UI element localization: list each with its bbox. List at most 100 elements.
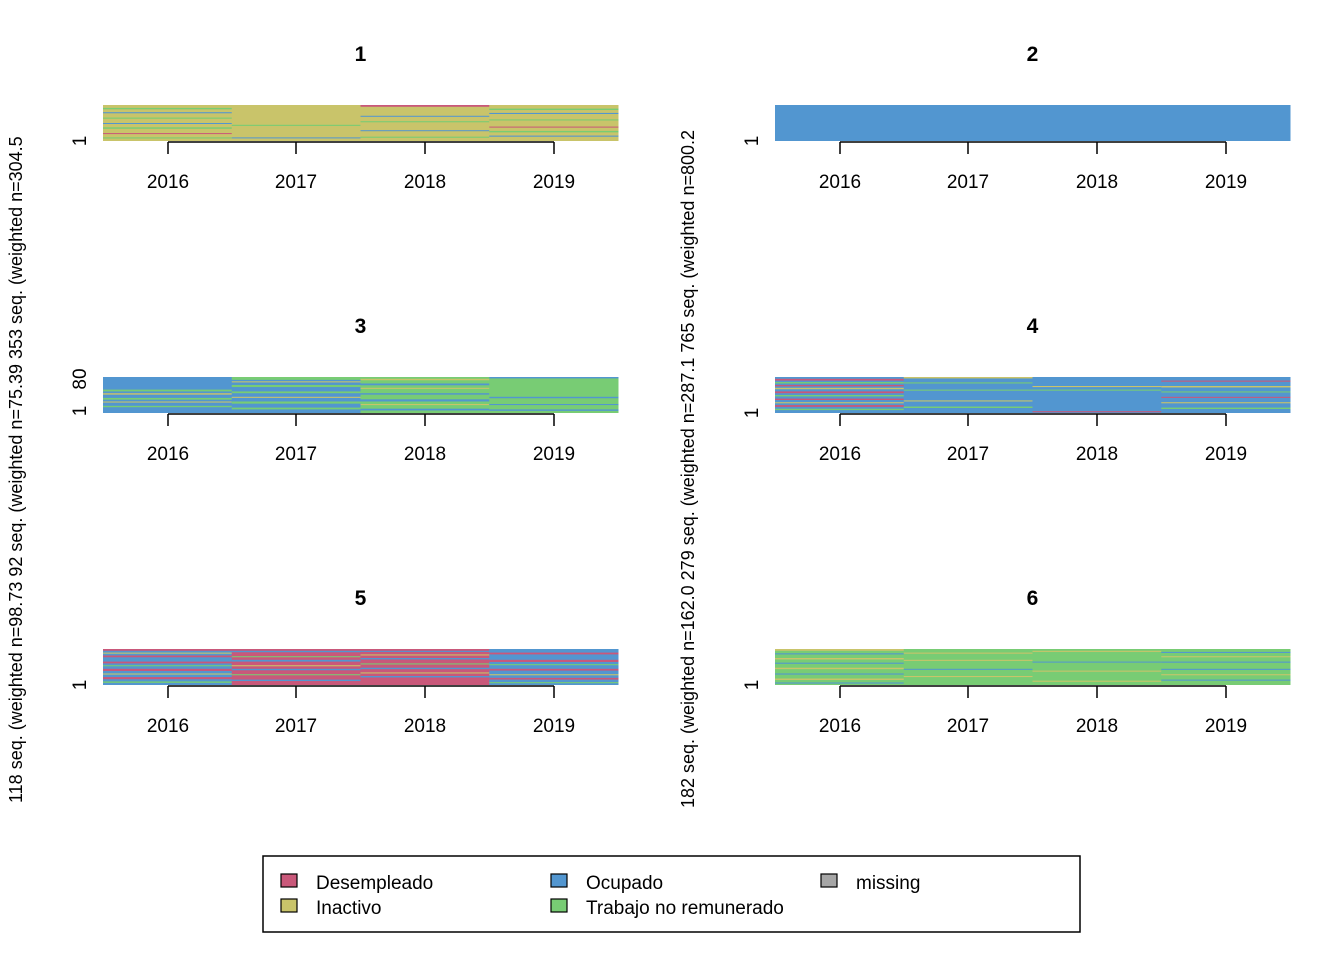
sequence-stripe [231, 656, 361, 658]
x-tick-label: 2018 [404, 172, 446, 193]
panel-title: 5 [355, 587, 367, 610]
sequence-column-2019 [489, 105, 619, 141]
sequence-stripe [489, 668, 619, 671]
sequence-stripe [903, 377, 1033, 379]
sequence-stripe [489, 664, 619, 666]
x-tick-label: 2017 [275, 716, 317, 737]
sequence-stripe [1032, 389, 1162, 391]
legend-label: Desempleado [316, 873, 433, 894]
x-tick-label: 2019 [533, 444, 575, 465]
sequence-stripe [903, 389, 1033, 391]
sequence-stripe [360, 130, 490, 132]
sequence-stripe [103, 673, 233, 675]
sequence-stripe [103, 401, 233, 403]
sequence-stripe [489, 404, 619, 406]
sequence-stripe [1161, 386, 1291, 388]
x-tick-label: 2019 [533, 172, 575, 193]
sequence-stripe [775, 662, 905, 664]
panel-2: 2 2016 2017 2018 2019 1 [742, 43, 1291, 193]
sequence-stripe [1161, 679, 1291, 681]
sequence-stripe [103, 665, 233, 667]
sequence-stripe [231, 674, 361, 676]
sequence-stripe [231, 401, 361, 404]
sequence-stripe [775, 673, 905, 675]
panel-title: 2 [1027, 43, 1039, 66]
legend-box [262, 855, 1081, 933]
legend-label: Ocupado [586, 873, 663, 894]
y-tick-label: 1 [70, 136, 91, 147]
sequence-stripe [103, 107, 233, 110]
sequence-column-2018 [1032, 105, 1162, 141]
sequence-stripe [775, 384, 905, 387]
x-tick-label: 2017 [947, 716, 989, 737]
sequence-stripe [489, 130, 619, 133]
sequence-stripe [775, 653, 905, 655]
sequence-stripe [231, 650, 361, 653]
sequence-column-2018 [1032, 649, 1162, 685]
sequence-stripe [1161, 656, 1291, 658]
panel-1: 1 2016 2017 2018 2019 1 [70, 43, 619, 193]
panel-title: 6 [1027, 587, 1039, 610]
sequence-stripe [1032, 650, 1162, 652]
panel-title: 3 [355, 315, 367, 338]
sequence-stripe [775, 402, 905, 404]
y-tick-label: 80 [70, 368, 91, 389]
y-tick-label: 1 [742, 136, 763, 147]
sequence-stripe [489, 409, 619, 411]
sequence-column-2017 [903, 649, 1033, 685]
sequence-stripe [360, 404, 490, 406]
sequence-stripe [103, 112, 233, 114]
sequence-stripe [489, 119, 619, 121]
sequence-stripe [775, 387, 905, 390]
x-tick-label: 2016 [819, 716, 861, 737]
x-tick-label: 2016 [147, 172, 189, 193]
legend-label: Trabajo no remunerado [586, 898, 784, 919]
sequence-column-2019 [1161, 649, 1291, 685]
legend-swatch [550, 873, 568, 888]
sequence-stripe [775, 395, 905, 397]
legend-label: Inactivo [316, 898, 381, 919]
sequence-stripe [775, 398, 905, 401]
sequence-stripe [1032, 670, 1162, 672]
sequence-stripe [231, 384, 361, 388]
sequence-stripe [903, 400, 1033, 402]
sequence-stripe [360, 105, 490, 107]
panel-title: 4 [1027, 315, 1039, 338]
sequence-stripe [360, 654, 490, 656]
x-tick-label: 2019 [1205, 172, 1247, 193]
y-tick-label: 1 [742, 680, 763, 691]
sequence-stripe [1161, 396, 1291, 398]
legend-item-desempleado: Desempleado [280, 873, 433, 894]
sequence-stripe [231, 377, 361, 380]
sequence-stripe [103, 117, 233, 119]
sequence-column-2018 [360, 377, 490, 413]
sequence-stripe [231, 124, 361, 126]
sequence-stripe [1161, 380, 1291, 382]
sequence-stripe [1161, 402, 1291, 404]
sequence-stripe [360, 663, 490, 665]
sequence-stripe [103, 652, 233, 654]
x-tick-label: 2016 [147, 444, 189, 465]
sequence-stripe [903, 676, 1033, 678]
sequence-stripe [1032, 680, 1162, 682]
sequence-stripe [103, 137, 233, 139]
sequence-stripe [775, 682, 905, 684]
sequence-stripe [903, 382, 1033, 384]
panel-3: 3 2016 2017 2018 2019 1 80 [70, 315, 619, 465]
sequence-stripe [360, 136, 490, 138]
sequence-stripe [775, 667, 905, 670]
sequence-stripe [231, 137, 361, 139]
legend-label: missing [856, 873, 920, 894]
panels-group: 1 2016 2017 2018 2019 1 2 2016 2017 2018 2019 1 3 201… [70, 43, 1291, 737]
sequence-stripe [489, 674, 619, 676]
y-axis-label-left: 118 seq. (weighted n=98.73 92 seq. (weig… [6, 136, 26, 803]
sequence-stripe [775, 658, 905, 660]
legend-swatch [280, 898, 298, 913]
legend-item-trabajo-no-remunerado: Trabajo no remunerado [550, 898, 784, 919]
sequence-stripe [360, 667, 490, 670]
x-tick-label: 2019 [533, 716, 575, 737]
sequence-column-2017 [231, 105, 361, 141]
sequence-stripe [231, 665, 361, 667]
sequence-stripe [231, 391, 361, 394]
